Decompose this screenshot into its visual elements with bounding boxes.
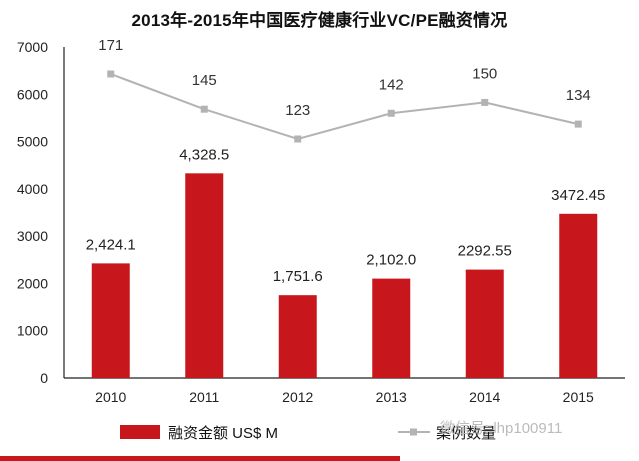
y-axis-ticks: 0 1000 2000 3000 4000 5000 6000 7000 bbox=[17, 39, 48, 386]
y-tick-label: 0 bbox=[40, 370, 48, 386]
bar-value-label: 2,102.0 bbox=[366, 252, 416, 269]
y-tick-label: 5000 bbox=[17, 134, 48, 150]
bar-value-label: 2,424.1 bbox=[86, 236, 136, 253]
line-point bbox=[574, 120, 582, 128]
line-series bbox=[107, 70, 582, 143]
line-value-label: 123 bbox=[285, 102, 310, 119]
bottom-accent-bar bbox=[0, 456, 400, 461]
line-path bbox=[110, 73, 579, 141]
legend: 融资金额 US$ M 案例数量 bbox=[120, 424, 496, 442]
x-tick-label: 2015 bbox=[563, 389, 594, 405]
x-tick-label: 2014 bbox=[469, 389, 500, 405]
line-value-label: 145 bbox=[192, 72, 217, 89]
bar bbox=[185, 173, 224, 378]
line-point bbox=[200, 105, 208, 113]
y-tick-label: 6000 bbox=[17, 86, 48, 102]
bar bbox=[278, 295, 317, 378]
x-tick-label: 2010 bbox=[95, 389, 126, 405]
bar-value-label: 3472.45 bbox=[551, 187, 605, 204]
bar bbox=[465, 269, 504, 378]
bar bbox=[372, 278, 411, 378]
bar-value-label: 4,328.5 bbox=[179, 146, 229, 163]
watermark-text: 微信号: lhp100911 bbox=[440, 420, 562, 437]
y-tick-label: 3000 bbox=[17, 228, 48, 244]
line-value-label: 142 bbox=[379, 76, 404, 93]
y-tick-label: 4000 bbox=[17, 181, 48, 197]
bar bbox=[91, 263, 130, 378]
line-point bbox=[481, 98, 489, 106]
legend-swatch-bar bbox=[120, 425, 160, 439]
y-tick-label: 7000 bbox=[17, 39, 48, 55]
bar bbox=[559, 213, 598, 378]
bar-data-labels: 2,424.1 4,328.5 1,751.6 2,102.0 2292.55 3472.… bbox=[86, 146, 606, 285]
legend-swatch-line-marker bbox=[410, 428, 417, 436]
x-tick-label: 2011 bbox=[189, 389, 219, 405]
legend-label-line: 案例数量 bbox=[436, 424, 496, 442]
x-tick-label: 2012 bbox=[282, 389, 313, 405]
bar-value-label: 1,751.6 bbox=[273, 268, 323, 285]
line-point bbox=[107, 70, 115, 78]
line-point bbox=[294, 135, 302, 143]
bar-value-label: 2292.55 bbox=[458, 243, 512, 260]
line-data-labels: 171 145 123 142 150 134 bbox=[98, 37, 591, 119]
chart-axes bbox=[63, 47, 625, 379]
x-tick-label: 2013 bbox=[376, 389, 407, 405]
line-value-label: 150 bbox=[472, 65, 497, 82]
line-point bbox=[387, 109, 395, 117]
chart-title: 2013年-2015年中国医疗健康行业VC/PE融资情况 bbox=[131, 11, 508, 30]
line-value-label: 171 bbox=[98, 37, 123, 54]
x-axis-ticks: 2010 2011 2012 2013 2014 2015 bbox=[95, 389, 594, 405]
line-value-label: 134 bbox=[566, 87, 591, 104]
y-tick-label: 2000 bbox=[17, 275, 48, 291]
y-tick-label: 1000 bbox=[17, 323, 48, 339]
legend-label-bar: 融资金额 US$ M bbox=[168, 425, 278, 442]
bar-series bbox=[91, 173, 598, 378]
